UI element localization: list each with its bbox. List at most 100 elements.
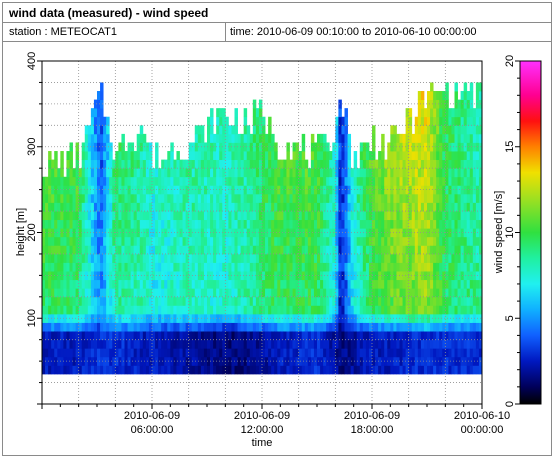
heatmap-cell bbox=[69, 331, 73, 341]
heatmap-cell bbox=[170, 159, 174, 169]
heatmap-cell bbox=[451, 348, 455, 358]
heatmap-cell bbox=[42, 176, 46, 186]
heatmap-cell bbox=[433, 193, 437, 203]
heatmap-cell bbox=[109, 151, 113, 161]
heatmap-cell bbox=[427, 322, 431, 332]
heatmap-cell bbox=[225, 133, 229, 143]
heatmap-cell bbox=[375, 245, 379, 255]
heatmap-cell bbox=[200, 211, 205, 221]
heatmap-cell bbox=[304, 296, 309, 306]
heatmap-cell bbox=[423, 288, 428, 298]
heatmap-cells bbox=[42, 82, 483, 375]
heatmap-cell bbox=[475, 211, 480, 221]
heatmap-cell bbox=[442, 365, 446, 375]
heatmap-cell bbox=[191, 176, 196, 186]
heatmap-cell bbox=[423, 228, 428, 238]
heatmap-cell bbox=[115, 305, 119, 315]
heatmap-cell bbox=[317, 262, 321, 272]
heatmap-cell bbox=[139, 331, 144, 341]
heatmap-cell bbox=[203, 176, 208, 186]
heatmap-cell bbox=[66, 313, 70, 323]
heatmap-cell bbox=[280, 331, 284, 341]
heatmap-cell bbox=[368, 262, 373, 272]
heatmap-cell bbox=[417, 108, 422, 118]
heatmap-cell bbox=[210, 322, 214, 332]
heatmap-cell bbox=[51, 176, 55, 186]
heatmap-cell bbox=[362, 159, 367, 169]
heatmap-cell bbox=[179, 228, 183, 238]
heatmap-cell bbox=[252, 348, 257, 358]
heatmap-cell bbox=[207, 125, 211, 135]
heatmap-cell bbox=[439, 322, 443, 332]
heatmap-cell bbox=[332, 185, 336, 195]
heatmap-cell bbox=[225, 211, 229, 221]
heatmap-cell bbox=[329, 176, 333, 186]
heatmap-cell bbox=[436, 271, 440, 281]
heatmap-cell bbox=[78, 228, 83, 238]
heatmap-cell bbox=[240, 331, 245, 341]
heatmap-cell bbox=[219, 151, 223, 161]
heatmap-cell bbox=[66, 211, 70, 221]
heatmap-cell bbox=[249, 331, 254, 341]
heatmap-cell bbox=[280, 348, 284, 358]
heatmap-cell bbox=[255, 271, 260, 281]
heatmap-cell bbox=[210, 151, 214, 161]
heatmap-cell bbox=[97, 331, 101, 341]
heatmap-cell bbox=[372, 125, 376, 135]
heatmap-cell bbox=[213, 133, 217, 143]
heatmap-cell bbox=[420, 219, 425, 229]
heatmap-cell bbox=[84, 356, 89, 366]
heatmap-cell bbox=[375, 236, 379, 246]
heatmap-cell bbox=[265, 262, 269, 272]
heatmap-cell bbox=[152, 202, 156, 212]
heatmap-cell bbox=[381, 133, 385, 143]
heatmap-cell bbox=[298, 288, 303, 298]
heatmap-cell bbox=[258, 253, 263, 263]
heatmap-cell bbox=[353, 305, 358, 315]
heatmap-cell bbox=[433, 271, 437, 281]
heatmap-cell bbox=[295, 365, 300, 375]
heatmap-cell bbox=[475, 322, 480, 332]
heatmap-cell bbox=[280, 168, 284, 178]
heatmap-cell bbox=[478, 133, 483, 143]
heatmap-cell bbox=[408, 185, 413, 195]
heatmap-cell bbox=[164, 253, 168, 263]
heatmap-cell bbox=[210, 348, 214, 358]
heatmap-cell bbox=[161, 296, 165, 306]
heatmap-cell bbox=[69, 339, 73, 349]
heatmap-cell bbox=[152, 339, 156, 349]
heatmap-cell bbox=[393, 356, 397, 366]
heatmap-cell bbox=[130, 262, 135, 272]
heatmap-cell bbox=[225, 271, 229, 281]
heatmap-cell bbox=[255, 331, 260, 341]
heatmap-cell bbox=[225, 176, 229, 186]
heatmap-cell bbox=[185, 296, 190, 306]
heatmap-cell bbox=[387, 365, 391, 375]
heatmap-cell bbox=[265, 236, 269, 246]
heatmap-cell bbox=[390, 305, 394, 315]
heatmap-cell bbox=[353, 253, 358, 263]
heatmap-cell bbox=[289, 305, 293, 315]
heatmap-cell bbox=[359, 151, 364, 161]
heatmap-cell bbox=[57, 348, 61, 358]
heatmap-cell bbox=[433, 99, 437, 109]
heatmap-cell bbox=[112, 348, 116, 358]
heatmap-cell bbox=[191, 236, 196, 246]
heatmap-cell bbox=[66, 322, 70, 332]
heatmap-cell bbox=[478, 262, 483, 272]
heatmap-cell bbox=[203, 365, 208, 375]
heatmap-cell bbox=[90, 185, 95, 195]
heatmap-cell bbox=[188, 288, 193, 298]
heatmap-cell bbox=[176, 236, 180, 246]
heatmap-cell bbox=[167, 185, 171, 195]
heatmap-cell bbox=[124, 176, 128, 186]
x-tick-label-time: 18:00:00 bbox=[351, 424, 394, 436]
heatmap-cell bbox=[103, 262, 107, 272]
heatmap-cell bbox=[45, 322, 49, 332]
heatmap-cell bbox=[93, 356, 98, 366]
heatmap-cell bbox=[152, 262, 156, 272]
colorbar-tick-label: 0 bbox=[504, 401, 516, 407]
heatmap-cell bbox=[393, 142, 397, 152]
heatmap-cell bbox=[423, 245, 428, 255]
heatmap-cell bbox=[381, 228, 385, 238]
